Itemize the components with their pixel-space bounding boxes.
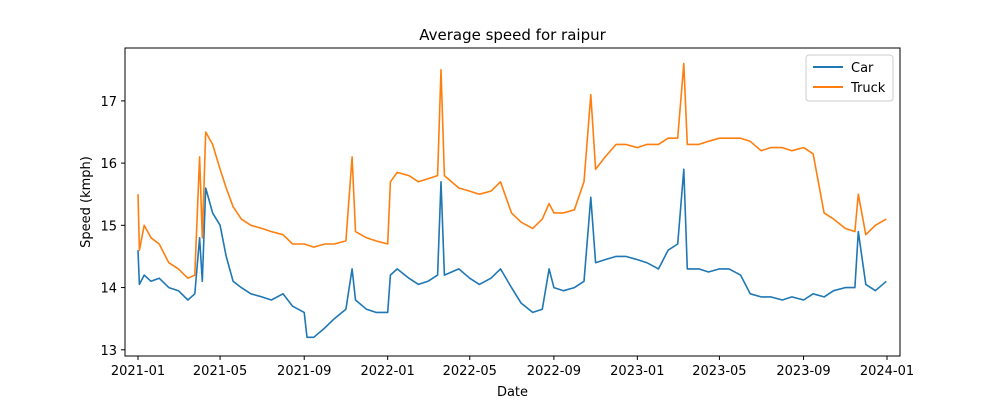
x-tick-label: 2022-09 xyxy=(527,364,581,379)
series-line-truck xyxy=(137,62,887,280)
x-tick-label: 2023-01 xyxy=(610,364,664,379)
x-tick-label: 2021-09 xyxy=(277,364,331,379)
x-tick-label: 2022-05 xyxy=(443,364,497,379)
legend-label-truck: Truck xyxy=(850,81,886,96)
x-tick-label: 2023-09 xyxy=(776,364,830,379)
x-tick-label: 2021-01 xyxy=(111,364,165,379)
y-tick-label: 13 xyxy=(100,344,117,359)
legend-label-car: Car xyxy=(851,61,874,76)
axes-frame xyxy=(124,47,901,357)
plot-area xyxy=(137,62,887,339)
y-tick-label: 15 xyxy=(100,219,117,234)
y-tick-label: 17 xyxy=(100,95,117,110)
x-tick-label: 2023-05 xyxy=(692,364,746,379)
x-axis-label: Date xyxy=(497,385,528,400)
series-line-car xyxy=(137,168,887,339)
x-tick-label: 2022-01 xyxy=(361,364,415,379)
chart-title: Average speed for raipur xyxy=(419,26,606,44)
legend: Car Truck xyxy=(805,54,894,102)
y-axis: 13 14 15 16 17 xyxy=(100,95,125,359)
y-axis-label: Speed (kmph) xyxy=(79,156,94,248)
x-tick-label: 2021-05 xyxy=(193,364,247,379)
x-tick-label: 2024-01 xyxy=(860,364,914,379)
y-tick-label: 16 xyxy=(100,157,117,172)
x-axis: 2021-01 2021-05 2021-09 2022-01 2022-05 2022-… xyxy=(111,356,914,379)
y-tick-label: 14 xyxy=(100,282,117,297)
